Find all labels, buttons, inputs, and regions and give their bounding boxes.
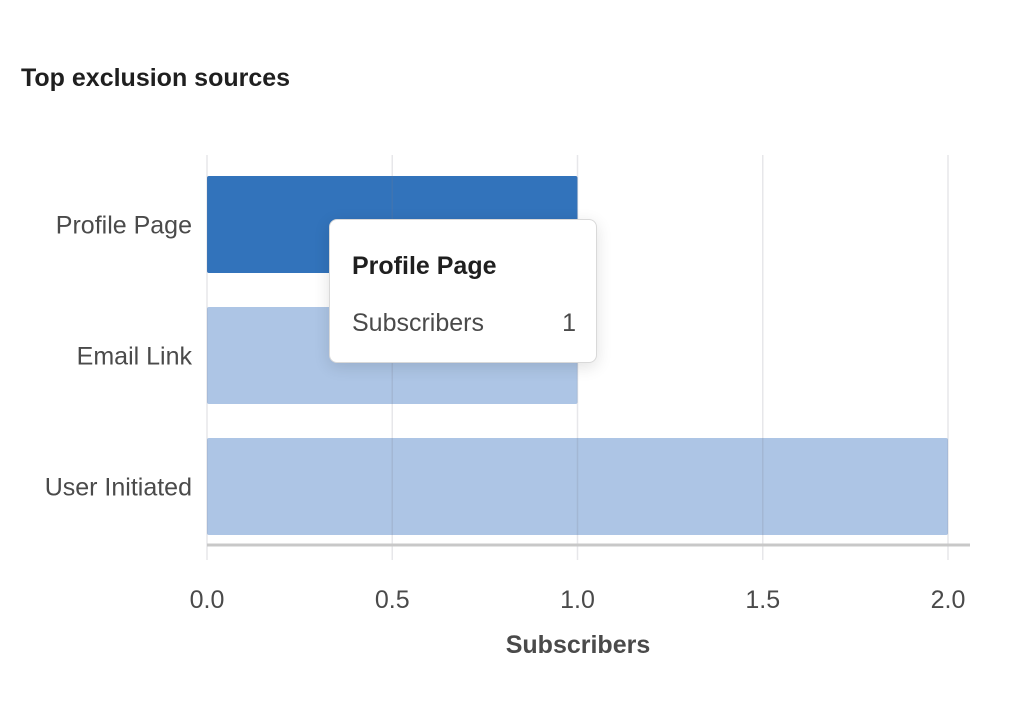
x-tick-label: 0.5 — [375, 586, 410, 614]
y-tick-label: Email Link — [77, 343, 193, 371]
x-axis-label: Subscribers — [506, 631, 651, 659]
y-tick-label: Profile Page — [56, 212, 192, 240]
x-tick-label: 2.0 — [931, 586, 966, 614]
chart-title: Top exclusion sources — [21, 64, 291, 92]
tooltip-label: Subscribers — [352, 309, 484, 337]
x-tick-label: 1.0 — [560, 586, 595, 614]
x-tick-label: 1.5 — [745, 586, 780, 614]
tooltip: Profile Page Subscribers 1 — [329, 219, 597, 363]
y-tick-label: User Initiated — [45, 474, 192, 502]
tooltip-title: Profile Page — [352, 252, 497, 280]
tooltip-value: 1 — [562, 309, 576, 337]
bar-user-initiated — [207, 438, 948, 535]
x-tick-label: 0.0 — [190, 586, 225, 614]
